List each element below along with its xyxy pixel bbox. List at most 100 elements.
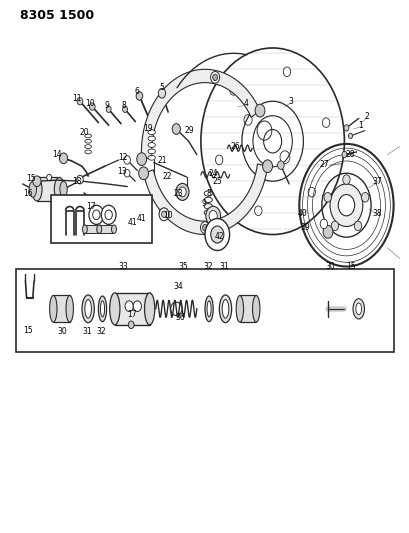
Circle shape [77,98,83,105]
Circle shape [59,153,67,164]
Ellipse shape [32,177,42,201]
Text: 41: 41 [127,219,137,227]
Circle shape [125,301,133,311]
Text: 5: 5 [159,84,164,92]
Circle shape [158,88,165,98]
Ellipse shape [148,142,155,147]
Circle shape [33,176,41,187]
Bar [51,195,151,243]
Text: 8: 8 [206,189,211,198]
Circle shape [106,106,111,112]
Text: 41: 41 [136,214,146,223]
Ellipse shape [236,295,243,322]
Text: 19: 19 [143,125,153,133]
Circle shape [348,133,352,139]
Text: 9: 9 [105,101,110,110]
Circle shape [47,174,52,181]
Ellipse shape [60,181,67,197]
Text: 27: 27 [318,160,328,168]
Circle shape [204,219,229,251]
Circle shape [319,219,327,229]
Text: 17: 17 [86,203,96,211]
Text: 13: 13 [117,167,127,176]
Text: 30: 30 [57,327,67,336]
Circle shape [202,224,207,231]
Ellipse shape [85,140,91,143]
Text: 34: 34 [173,282,183,291]
Text: 2: 2 [364,112,369,120]
Ellipse shape [204,296,213,321]
Circle shape [136,92,142,100]
Circle shape [92,210,100,220]
Ellipse shape [66,295,73,322]
Text: 17: 17 [127,310,137,319]
Ellipse shape [148,136,155,141]
Ellipse shape [204,197,212,203]
Circle shape [128,321,134,328]
Circle shape [172,124,180,134]
Circle shape [353,221,361,231]
Text: 36: 36 [175,313,185,321]
Circle shape [210,71,219,83]
Text: 1: 1 [357,121,362,130]
Text: 10: 10 [163,212,173,220]
Ellipse shape [82,225,87,233]
Ellipse shape [252,295,259,322]
Circle shape [137,153,146,166]
Ellipse shape [29,181,36,197]
Text: 32: 32 [97,327,106,336]
Text: 8: 8 [121,101,126,110]
Circle shape [330,221,338,231]
Circle shape [263,130,281,153]
Ellipse shape [85,134,91,138]
Text: 35: 35 [178,262,188,271]
Ellipse shape [54,177,65,201]
Circle shape [277,161,283,169]
Ellipse shape [98,296,106,321]
Text: 24: 24 [208,169,218,177]
Circle shape [341,151,346,158]
Circle shape [205,206,220,225]
Text: 9: 9 [201,199,206,208]
Text: 20: 20 [79,128,89,136]
Circle shape [161,211,166,217]
Ellipse shape [148,156,155,160]
Text: 12: 12 [118,153,128,161]
Circle shape [200,222,209,233]
Ellipse shape [85,150,91,154]
Text: 40: 40 [297,209,307,217]
Text: 16: 16 [23,189,33,198]
Bar [85,225,99,233]
Text: 15: 15 [345,262,355,271]
Text: 31: 31 [219,262,229,271]
Ellipse shape [352,298,364,319]
Ellipse shape [219,295,231,322]
Ellipse shape [97,225,102,233]
Text: 31: 31 [82,327,92,336]
Circle shape [76,175,83,184]
Text: 21: 21 [157,157,166,165]
Circle shape [101,205,116,224]
Circle shape [212,74,217,80]
Bar [99,225,114,233]
Circle shape [178,187,186,197]
Circle shape [361,192,368,202]
Text: 23: 23 [173,189,183,198]
Bar [53,295,70,322]
Circle shape [89,205,103,224]
Circle shape [262,160,272,173]
Circle shape [210,226,223,243]
Ellipse shape [148,130,155,135]
Circle shape [89,103,95,110]
Ellipse shape [111,225,116,233]
Text: 4: 4 [243,100,248,108]
Text: 25: 25 [212,177,222,185]
Ellipse shape [355,303,361,314]
Text: 3: 3 [288,97,293,106]
Ellipse shape [207,301,211,317]
Ellipse shape [222,300,228,318]
Text: 14: 14 [52,150,62,159]
Circle shape [209,211,217,221]
Polygon shape [141,69,259,159]
Text: 15: 15 [26,174,36,183]
